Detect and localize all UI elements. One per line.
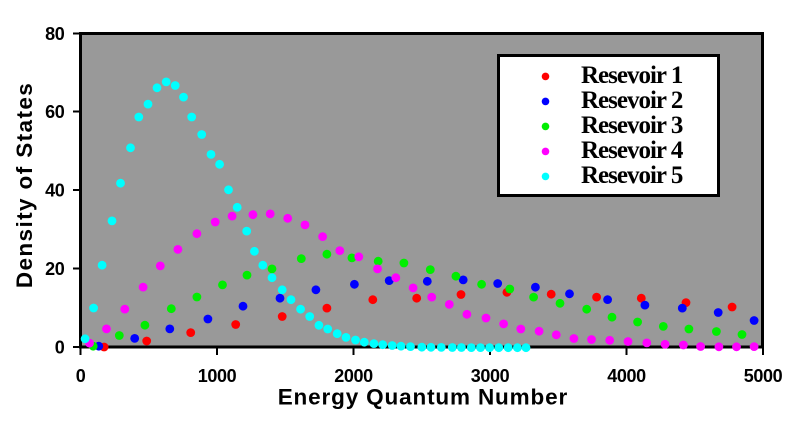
svg-text:Energy Quantum Number: Energy Quantum Number — [278, 385, 568, 410]
svg-text:40: 40 — [45, 181, 65, 201]
svg-text:0: 0 — [55, 338, 65, 358]
svg-text:60: 60 — [45, 102, 65, 122]
svg-text:4000: 4000 — [607, 366, 646, 386]
svg-text:Resevoir 2: Resevoir 2 — [581, 87, 683, 114]
svg-text:Resevoir 3: Resevoir 3 — [581, 112, 683, 139]
svg-text:Resevoir 1: Resevoir 1 — [581, 62, 683, 89]
svg-text:1000: 1000 — [198, 366, 237, 386]
svg-text:20: 20 — [45, 259, 65, 279]
svg-text:Resevoir 4: Resevoir 4 — [581, 137, 684, 164]
svg-text:5000: 5000 — [744, 366, 783, 386]
svg-text:80: 80 — [45, 24, 65, 44]
svg-text:0: 0 — [76, 366, 86, 386]
svg-text:Density of States: Density of States — [12, 82, 37, 288]
svg-text:3000: 3000 — [471, 366, 510, 386]
svg-text:Resevoir 5: Resevoir 5 — [581, 162, 683, 189]
svg-text:2000: 2000 — [334, 366, 373, 386]
